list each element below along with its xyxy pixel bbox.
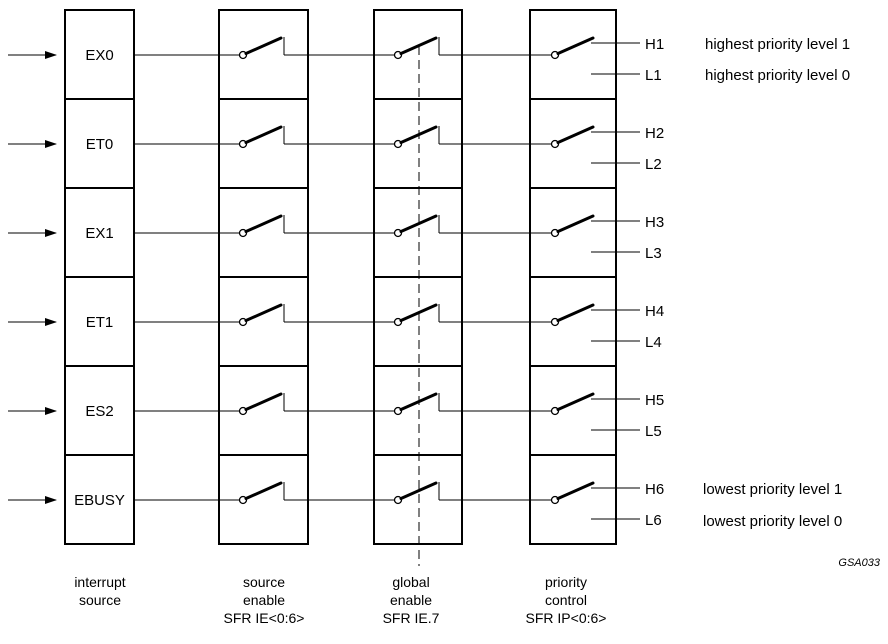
priority-control-switch-blade: [556, 481, 595, 500]
caption-line: SFR IP<0:6>: [526, 610, 607, 626]
priority-control-caption: priority control SFR IP<0:6>: [526, 574, 607, 626]
global-enable-switch-blade: [399, 36, 438, 55]
priority-control-switch-blade: [556, 303, 595, 322]
highest-level-0-note: highest priority level 0: [705, 67, 850, 84]
lowest-level-0-note: lowest priority level 0: [703, 513, 842, 530]
interrupt-source-label: EX0: [85, 47, 113, 64]
global-enable-switch-blade: [399, 214, 438, 233]
source-enable-switch-blade: [244, 303, 283, 322]
input-arrow: [45, 496, 57, 504]
interrupt-source-label: EX1: [85, 225, 113, 242]
global-enable-switch-blade: [399, 481, 438, 500]
caption-line: SFR IE<0:6>: [224, 610, 305, 626]
source-enable-switch-blade: [244, 392, 283, 411]
input-arrow: [45, 407, 57, 415]
interrupt-source-label: ET1: [86, 314, 114, 331]
priority-control-switch-blade: [556, 36, 595, 55]
high-output-label: H5: [645, 392, 664, 409]
caption-line: SFR IE.7: [383, 610, 440, 626]
low-output-label: L4: [645, 334, 662, 351]
high-output-label: H1: [645, 36, 664, 53]
high-output-label: H6: [645, 481, 664, 498]
interrupt-row: ET1 H4 L4: [8, 303, 664, 351]
high-output-label: H4: [645, 303, 664, 320]
interrupt-row: EX1 H3 L3: [8, 214, 664, 262]
interrupt-source-caption: interrupt source: [74, 574, 125, 608]
low-output-label: L5: [645, 423, 662, 440]
low-output-label: L2: [645, 156, 662, 173]
source-enable-switch-blade: [244, 481, 283, 500]
caption-line: control: [545, 592, 587, 608]
global-enable-caption: global enable SFR IE.7: [383, 574, 440, 626]
interrupt-source-label: ES2: [85, 403, 113, 420]
low-output-label: L6: [645, 512, 662, 529]
caption-line: global: [392, 574, 429, 590]
priority-control-switch-blade: [556, 214, 595, 233]
input-arrow: [45, 51, 57, 59]
high-output-label: H2: [645, 125, 664, 142]
high-output-label: H3: [645, 214, 664, 231]
interrupt-source-label: ET0: [86, 136, 114, 153]
input-arrow: [45, 140, 57, 148]
input-arrow: [45, 318, 57, 326]
source-enable-switch-blade: [244, 36, 283, 55]
lowest-level-1-note: lowest priority level 1: [703, 481, 842, 498]
highest-level-1-note: highest priority level 1: [705, 36, 850, 53]
caption-line: enable: [390, 592, 432, 608]
figure-code: GSA033: [838, 557, 880, 569]
low-output-label: L1: [645, 67, 662, 84]
interrupt-row: ES2 H5 L5: [8, 392, 664, 440]
priority-control-switch-blade: [556, 125, 595, 144]
interrupt-row: ET0 H2 L2: [8, 125, 664, 173]
interrupt-row: EX0 H1 L1: [8, 36, 664, 84]
diagram-columns: [64, 9, 617, 545]
caption-line: source: [243, 574, 285, 590]
interrupt-source-label: EBUSY: [74, 492, 125, 509]
caption-line: enable: [243, 592, 285, 608]
priority-control-switch-blade: [556, 392, 595, 411]
caption-line: priority: [545, 574, 587, 590]
caption-line: interrupt: [74, 574, 125, 590]
source-enable-caption: source enable SFR IE<0:6>: [224, 574, 305, 626]
caption-line: source: [79, 592, 121, 608]
input-arrow: [45, 229, 57, 237]
low-output-label: L3: [645, 245, 662, 262]
source-enable-switch-blade: [244, 125, 283, 144]
interrupt-row: EBUSY H6 L6: [8, 481, 664, 529]
source-enable-switch-blade: [244, 214, 283, 233]
